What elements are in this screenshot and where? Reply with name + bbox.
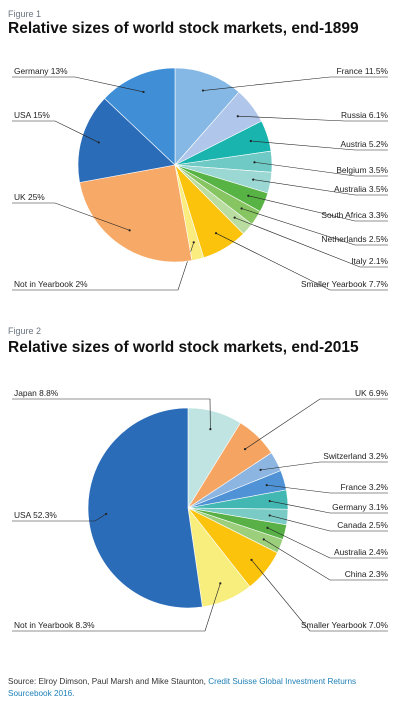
leader-line-usa [12,513,107,522]
pie-slice-france [174,67,240,166]
slice-label-germany: Germany 13% [14,66,68,76]
leader-line-uk [244,398,388,450]
leader-line-china [263,539,388,581]
leader-line-belgium [254,161,388,177]
slice-label-smaller-yearbook: Smaller Yearbook 7.7% [301,279,389,289]
slice-label-not-in-yearbook: Not in Yearbook 2% [14,279,88,289]
figure-1-label: Figure 1 [8,9,42,19]
slice-label-smaller-yearbook: Smaller Yearbook 7.0% [301,620,389,630]
pie-slice-usa [77,97,176,183]
leader-line-canada [269,515,388,532]
leader-line-australia [267,527,388,559]
slice-label-usa: USA 15% [14,110,50,120]
slice-label-netherlands: Netherlands 2.5% [321,234,388,244]
figure-2-label: Figure 2 [8,326,42,336]
leader-line-france [202,76,388,91]
leader-line-not-in-yearbook [12,583,221,632]
leader-line-smaller-yearbook [251,559,388,632]
leader-dot-belgium [253,161,256,164]
pie-chart-2015: Japan 8.8% UK 6.9% Switzerland 3.2% France … [12,388,389,632]
slice-label-switzerland: Switzerland 3.2% [323,451,388,461]
leader-line-austria [250,140,388,151]
leader-line-germany [12,76,144,93]
leader-dot-netherlands [240,207,243,210]
slice-label-australia: Australia 3.5% [334,184,389,194]
pie-slice-germany [104,67,176,166]
leader-line-japan [12,398,211,430]
slice-label-france: France 11.5% [336,66,388,76]
leader-line-uk [12,202,130,231]
slice-label-austria: Austria 5.2% [341,139,389,149]
leader-dot-austria [249,139,252,143]
slice-label-usa: USA 52.3% [14,510,57,520]
source-link[interactable]: Credit Suisse Global Investment Returns … [8,677,357,698]
leader-dot-not-in-yearbook [192,241,195,244]
slice-label-italy: Italy 2.1% [351,256,388,266]
slice-label-belgium: Belgium 3.5% [336,165,388,175]
source-prefix: Source: Elroy Dimson, Paul Marsh and Mik… [8,677,209,686]
leader-dot-france [201,89,205,92]
pie-chart-1899: France 11.5% Russia 6.1% Austria 5.2% Belgi… [12,66,389,291]
figure-2-title: Relative sizes of world stock markets, e… [8,339,359,356]
leader-line-netherlands [241,208,388,246]
leader-line-germany [269,500,388,514]
pie-slice-usa [87,407,203,609]
slice-label-russia: Russia 6.1% [341,110,389,120]
slice-label-canada: Canada 2.5% [337,520,388,530]
slice-label-uk: UK 6.9% [355,388,389,398]
source-note: Source: Elroy Dimson, Paul Marsh and Mik… [8,676,398,700]
leader-line-france [266,484,388,494]
leader-line-australia [253,179,388,196]
leader-line-switzerland [260,461,388,471]
leader-line-russia [237,115,388,122]
slice-label-france: France 3.2% [341,482,389,492]
leader-line-usa [12,120,99,143]
slice-label-south-africa: South Africa 3.3% [321,210,388,220]
slice-label-germany: Germany 3.1% [332,502,388,512]
pie-slice-uk [79,164,193,263]
slice-label-australia: Australia 2.4% [334,547,389,557]
leader-line-south-africa [248,195,388,222]
slice-label-japan: Japan 8.8% [14,388,59,398]
slice-label-not-in-yearbook: Not in Yearbook 8.3% [14,620,95,630]
figure-1-title: Relative sizes of world stock markets, e… [8,20,359,37]
leader-line-italy [234,217,388,268]
slice-label-uk: UK 25% [14,192,45,202]
leader-line-smaller-yearbook [215,232,388,291]
slice-label-china: China 2.3% [345,569,389,579]
